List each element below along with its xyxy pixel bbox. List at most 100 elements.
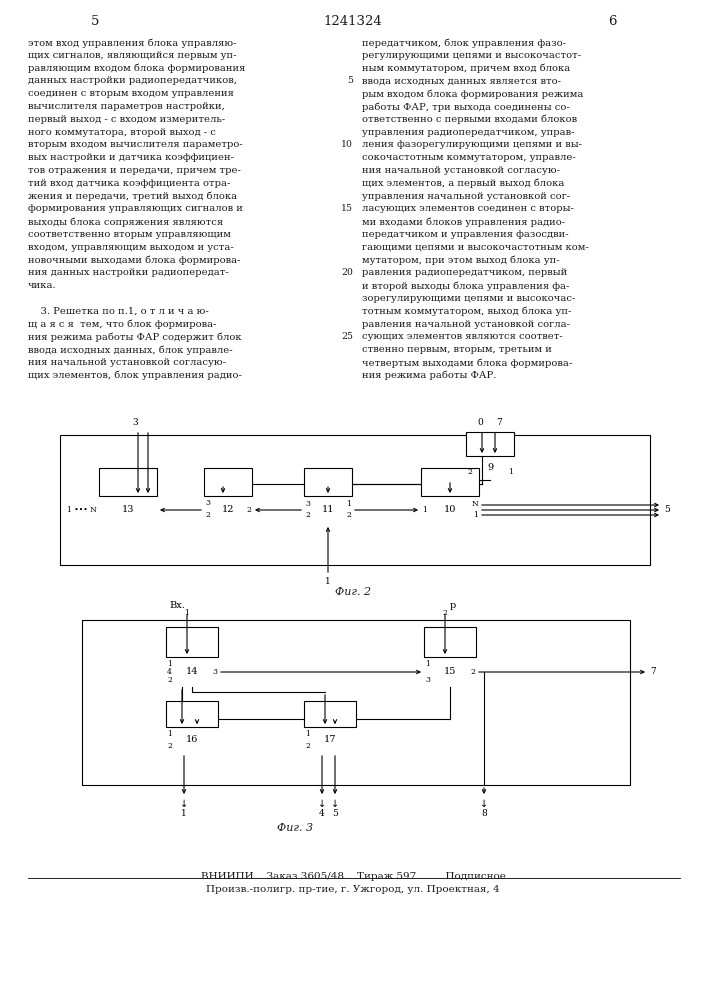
Text: вычислителя параметров настройки,: вычислителя параметров настройки, bbox=[28, 102, 225, 111]
Text: 7: 7 bbox=[650, 668, 656, 676]
Text: передатчиком и управления фазосдви-: передатчиком и управления фазосдви- bbox=[362, 230, 568, 239]
Text: 2: 2 bbox=[246, 506, 251, 514]
Text: 1: 1 bbox=[185, 609, 189, 617]
Text: ния начальной установкой согласую-: ния начальной установкой согласую- bbox=[28, 358, 226, 367]
Text: сующих элементов являются соответ-: сующих элементов являются соответ- bbox=[362, 332, 563, 341]
Text: равляющим входом блока формирования: равляющим входом блока формирования bbox=[28, 64, 245, 73]
Text: 5: 5 bbox=[90, 15, 99, 28]
Bar bbox=[166, 627, 218, 657]
Text: входом, управляющим выходом и уста-: входом, управляющим выходом и уста- bbox=[28, 243, 234, 252]
Text: вых настройки и датчика коэффициен-: вых настройки и датчика коэффициен- bbox=[28, 153, 234, 162]
Text: соединен с вторым входом управления: соединен с вторым входом управления bbox=[28, 89, 234, 98]
Text: равления радиопередатчиком, первый: равления радиопередатчиком, первый bbox=[362, 268, 567, 277]
Text: 2: 2 bbox=[205, 511, 210, 519]
Text: 16: 16 bbox=[186, 736, 198, 744]
Text: 3: 3 bbox=[305, 500, 310, 508]
Text: 1: 1 bbox=[422, 506, 427, 514]
Bar bbox=[82, 620, 630, 785]
Text: 3. Решетка по п.1, о т л и ч а ю-: 3. Решетка по п.1, о т л и ч а ю- bbox=[28, 307, 209, 316]
Text: гающими цепями и высокочастотным ком-: гающими цепями и высокочастотным ком- bbox=[362, 243, 589, 252]
Text: ми входами блоков управления радио-: ми входами блоков управления радио- bbox=[362, 217, 565, 227]
Text: 2: 2 bbox=[167, 742, 172, 750]
Text: ввода исходных данных является вто-: ввода исходных данных является вто- bbox=[362, 76, 561, 85]
Text: ления фазорегулирующими цепями и вы-: ления фазорегулирующими цепями и вы- bbox=[362, 140, 582, 149]
Bar bbox=[166, 701, 218, 727]
Text: 1 ••• N: 1 ••• N bbox=[67, 506, 97, 514]
Text: ния данных настройки радиопередат-: ния данных настройки радиопередат- bbox=[28, 268, 229, 277]
Text: тов отражения и передачи, причем тре-: тов отражения и передачи, причем тре- bbox=[28, 166, 241, 175]
Text: сокочастотным коммутатором, управле-: сокочастотным коммутатором, управле- bbox=[362, 153, 575, 162]
Text: ввода исходных данных, блок управле-: ввода исходных данных, блок управле- bbox=[28, 345, 233, 355]
Text: ным коммутатором, причем вход блока: ным коммутатором, причем вход блока bbox=[362, 64, 571, 73]
Text: 8: 8 bbox=[481, 809, 487, 818]
Text: 10: 10 bbox=[341, 140, 353, 149]
Text: ↓: ↓ bbox=[318, 799, 326, 809]
Text: четвертым выходами блока формирова-: четвертым выходами блока формирова- bbox=[362, 358, 572, 367]
Text: выходы блока сопряжения являются: выходы блока сопряжения являются bbox=[28, 217, 223, 227]
Text: рым входом блока формирования режима: рым входом блока формирования режима bbox=[362, 89, 583, 99]
Text: ↓: ↓ bbox=[180, 799, 188, 809]
Text: 11: 11 bbox=[322, 506, 334, 514]
Text: Фиг. 2: Фиг. 2 bbox=[335, 587, 371, 597]
Bar bbox=[421, 468, 479, 496]
Text: 2: 2 bbox=[167, 676, 172, 684]
Text: Вх.: Вх. bbox=[169, 601, 185, 610]
Text: 1: 1 bbox=[346, 500, 351, 508]
Text: 2: 2 bbox=[470, 668, 475, 676]
Text: 17: 17 bbox=[324, 736, 337, 744]
Bar bbox=[304, 701, 356, 727]
Text: 3: 3 bbox=[212, 668, 217, 676]
Text: 2: 2 bbox=[305, 742, 310, 750]
Text: 1: 1 bbox=[425, 660, 430, 668]
Text: ного коммутатора, второй выход - с: ного коммутатора, второй выход - с bbox=[28, 128, 216, 137]
Text: работы ФАР, три выхода соединены со-: работы ФАР, три выхода соединены со- bbox=[362, 102, 570, 111]
Text: 2: 2 bbox=[443, 609, 448, 617]
Text: 15: 15 bbox=[341, 204, 353, 213]
Text: 1241324: 1241324 bbox=[324, 15, 382, 28]
Text: ↓: ↓ bbox=[331, 799, 339, 809]
Text: ственно первым, вторым, третьим и: ственно первым, вторым, третьим и bbox=[362, 345, 552, 354]
Text: тий вход датчика коэффициента отра-: тий вход датчика коэффициента отра- bbox=[28, 179, 230, 188]
Text: щ а я с я  тем, что блок формирова-: щ а я с я тем, что блок формирова- bbox=[28, 320, 216, 329]
Text: 7: 7 bbox=[496, 418, 502, 427]
Text: 3: 3 bbox=[132, 418, 138, 427]
Text: 10: 10 bbox=[444, 506, 456, 514]
Text: р: р bbox=[450, 601, 456, 610]
Bar bbox=[60, 435, 650, 565]
Text: новочными выходами блока формирова-: новочными выходами блока формирова- bbox=[28, 256, 240, 265]
Bar bbox=[304, 468, 352, 496]
Text: управления радиопередатчиком, управ-: управления радиопередатчиком, управ- bbox=[362, 128, 575, 137]
Text: 1: 1 bbox=[305, 730, 310, 738]
Text: 1: 1 bbox=[325, 577, 331, 586]
Text: первый выход - с входом измеритель-: первый выход - с входом измеритель- bbox=[28, 115, 225, 124]
Text: регулирующими цепями и высокочастот-: регулирующими цепями и высокочастот- bbox=[362, 51, 581, 60]
Text: 4: 4 bbox=[319, 809, 325, 818]
Text: 1: 1 bbox=[167, 730, 172, 738]
Text: равления начальной установкой согла-: равления начальной установкой согла- bbox=[362, 320, 570, 329]
Text: ВНИИПИ    Заказ 3605/48    Тираж 597         Подписное: ВНИИПИ Заказ 3605/48 Тираж 597 Подписное bbox=[201, 872, 506, 881]
Text: 14: 14 bbox=[186, 668, 198, 676]
Text: ния режима работы ФАР.: ния режима работы ФАР. bbox=[362, 371, 496, 380]
Text: ласующих элементов соединен с вторы-: ласующих элементов соединен с вторы- bbox=[362, 204, 574, 213]
Text: формирования управляющих сигналов и: формирования управляющих сигналов и bbox=[28, 204, 243, 213]
Text: ния режима работы ФАР содержит блок: ния режима работы ФАР содержит блок bbox=[28, 332, 242, 342]
Text: 2: 2 bbox=[467, 468, 472, 476]
Text: 6: 6 bbox=[608, 15, 617, 28]
Text: 20: 20 bbox=[341, 268, 353, 277]
Text: ↓: ↓ bbox=[480, 799, 488, 809]
Text: ния начальной установкой согласую-: ния начальной установкой согласую- bbox=[362, 166, 560, 175]
Text: 12: 12 bbox=[222, 506, 234, 514]
Text: 4: 4 bbox=[167, 668, 172, 676]
Text: соответственно вторым управляющим: соответственно вторым управляющим bbox=[28, 230, 231, 239]
Text: щих сигналов, являющийся первым уп-: щих сигналов, являющийся первым уп- bbox=[28, 51, 237, 60]
Text: чика.: чика. bbox=[28, 281, 57, 290]
Text: мутатором, при этом выход блока уп-: мутатором, при этом выход блока уп- bbox=[362, 256, 560, 265]
Text: 15: 15 bbox=[444, 668, 456, 676]
Text: и второй выходы блока управления фа-: и второй выходы блока управления фа- bbox=[362, 281, 569, 291]
Text: 5: 5 bbox=[332, 809, 338, 818]
Text: щих элементов, а первый выход блока: щих элементов, а первый выход блока bbox=[362, 179, 564, 188]
Text: зорегулирующими цепями и высокочас-: зорегулирующими цепями и высокочас- bbox=[362, 294, 575, 303]
Text: 3: 3 bbox=[425, 676, 430, 684]
Text: управления начальной установкой сог-: управления начальной установкой сог- bbox=[362, 192, 570, 201]
Text: N: N bbox=[472, 500, 478, 508]
